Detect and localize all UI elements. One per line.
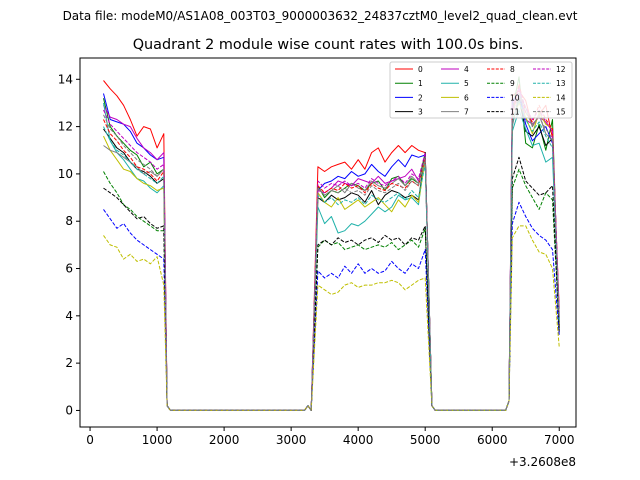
x-tick-label: 4000 (343, 433, 374, 447)
series-line-8 (103, 83, 560, 411)
legend-label-3: 3 (418, 108, 423, 117)
series-line-1 (103, 76, 560, 411)
legend-label-8: 8 (510, 65, 515, 74)
series-line-5 (103, 102, 560, 411)
series-line-0 (103, 80, 560, 411)
legend-label-14: 14 (556, 93, 566, 102)
y-tick-label: 14 (58, 72, 73, 86)
series-line-15 (103, 95, 560, 411)
legend-label-10: 10 (510, 93, 520, 102)
legend-label-9: 9 (510, 79, 515, 88)
y-tick-label: 0 (65, 403, 73, 417)
series-line-6 (103, 102, 560, 411)
series-line-13 (103, 100, 560, 411)
series-line-9 (103, 168, 560, 411)
x-tick-label: 6000 (477, 433, 508, 447)
x-tick-label: 1000 (142, 433, 173, 447)
x-tick-label: 5000 (410, 433, 441, 447)
series-line-12 (103, 88, 560, 411)
legend-label-5: 5 (464, 79, 469, 88)
y-tick-label: 2 (65, 356, 73, 370)
x-tick-label: 3000 (276, 433, 307, 447)
series-line-14 (103, 225, 560, 411)
legend-label-6: 6 (464, 93, 469, 102)
series-line-10 (103, 201, 560, 411)
x-tick-label: 7000 (544, 433, 575, 447)
legend-label-13: 13 (556, 79, 566, 88)
x-tick-label: 2000 (209, 433, 240, 447)
legend-label-1: 1 (418, 79, 423, 88)
series-line-3 (103, 97, 560, 411)
chart-title: Quadrant 2 module wise count rates with … (133, 37, 524, 53)
y-tick-label: 4 (65, 309, 73, 323)
series-line-7 (103, 93, 560, 411)
y-tick-label: 10 (58, 167, 73, 181)
y-tick-label: 6 (65, 262, 73, 276)
y-axis: 0 2 4 6 8 10 12 14 (58, 72, 80, 417)
legend-label-0: 0 (418, 65, 423, 74)
legend-label-7: 7 (464, 108, 469, 117)
series-lines (103, 76, 560, 411)
legend-label-15: 15 (556, 108, 566, 117)
legend-frame (389, 61, 573, 119)
legend-label-4: 4 (464, 65, 469, 74)
legend-label-12: 12 (556, 65, 566, 74)
suptitle: Data file: modeM0/AS1A08_003T03_90000036… (63, 9, 578, 23)
series-line-2 (103, 93, 560, 411)
y-tick-label: 12 (58, 120, 73, 134)
plot-frame (79, 57, 577, 428)
legend-label-11: 11 (510, 108, 520, 117)
x-axis: 0 1000 2000 3000 4000 5000 6000 7000 (86, 427, 575, 447)
x-offset-label: +3.2608e8 (509, 455, 576, 469)
legend-label-2: 2 (418, 93, 423, 102)
y-tick-label: 8 (65, 214, 73, 228)
series-line-4 (103, 85, 560, 411)
x-tick-label: 0 (86, 433, 94, 447)
